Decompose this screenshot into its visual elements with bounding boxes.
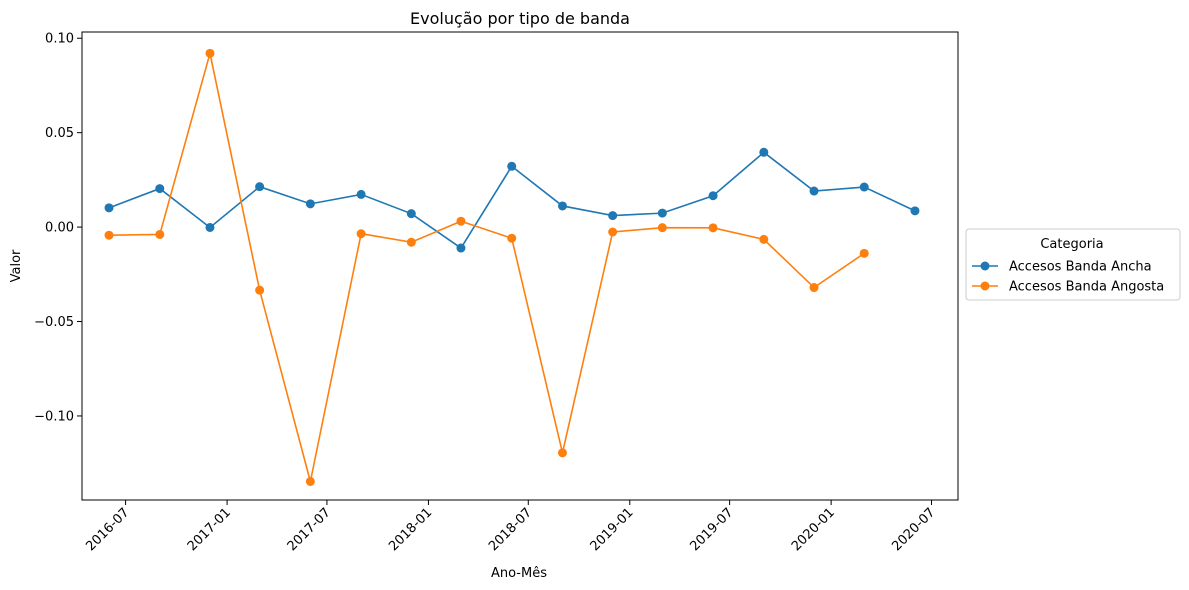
legend-entries: Accesos Banda Ancha Accesos Banda Angosta [972,260,1164,295]
data-point [305,476,315,486]
data-point [859,248,869,258]
y-tick-label: −0.05 [34,315,74,330]
data-point [759,147,769,157]
legend-label: Accesos Banda Ancha [1009,260,1152,275]
y-tick-label: −0.10 [34,409,74,424]
data-point [356,229,366,239]
x-tick-label: 2020-01 [789,505,838,554]
data-point [910,206,920,216]
legend-title: Categoria [1040,237,1103,252]
data-point [205,222,215,232]
y-tick-label: 0.00 [45,221,74,236]
data-point [759,234,769,244]
data-point [155,184,165,194]
x-tick-label: 2017-07 [285,505,334,554]
y-tick-label: 0.05 [45,126,74,141]
data-point [255,182,265,192]
x-axis: 2016-07 2017-01 2017-07 2018-01 2018-07 2019-… [83,500,938,554]
data-point [406,237,416,247]
data-point [507,161,517,171]
x-tick-label: 2018-07 [486,505,535,554]
series-layer [104,48,920,486]
data-point [708,223,718,233]
data-point [809,283,819,293]
data-point [104,203,114,213]
y-axis-label: Valor [9,249,24,282]
data-point [456,216,466,226]
data-point [305,199,315,209]
legend-label: Accesos Banda Angosta [1009,280,1164,295]
x-tick-label: 2017-01 [185,505,234,554]
x-tick-label: 2019-07 [687,505,736,554]
x-tick-label: 2016-07 [83,505,132,554]
x-tick-label: 2019-01 [588,505,637,554]
data-point [255,285,265,295]
data-point [507,233,517,243]
x-axis-label: Ano-Mês [491,566,547,581]
data-point [356,189,366,199]
data-point [708,191,718,201]
legend-marker [980,261,990,271]
chart-title: Evolução por tipo de banda [410,9,630,28]
y-axis: 0.10 0.05 0.00 −0.05 −0.10 [34,32,82,424]
data-point [456,243,466,253]
data-point [557,448,567,458]
data-point [657,223,667,233]
data-point [809,186,819,196]
series-line-1 [109,53,865,482]
data-point [608,211,618,221]
legend-marker [980,281,990,291]
data-point [205,48,215,58]
plot-area [81,31,959,501]
legend-box [965,228,1181,301]
data-point [557,201,567,211]
data-point [104,230,114,240]
x-tick-label: 2018-01 [386,505,435,554]
data-point [608,227,618,237]
data-point [406,209,416,219]
x-tick-label: 2020-07 [889,505,938,554]
y-tick-label: 0.10 [45,32,74,47]
data-point [657,208,667,218]
data-point [859,182,869,192]
data-point [155,229,165,239]
